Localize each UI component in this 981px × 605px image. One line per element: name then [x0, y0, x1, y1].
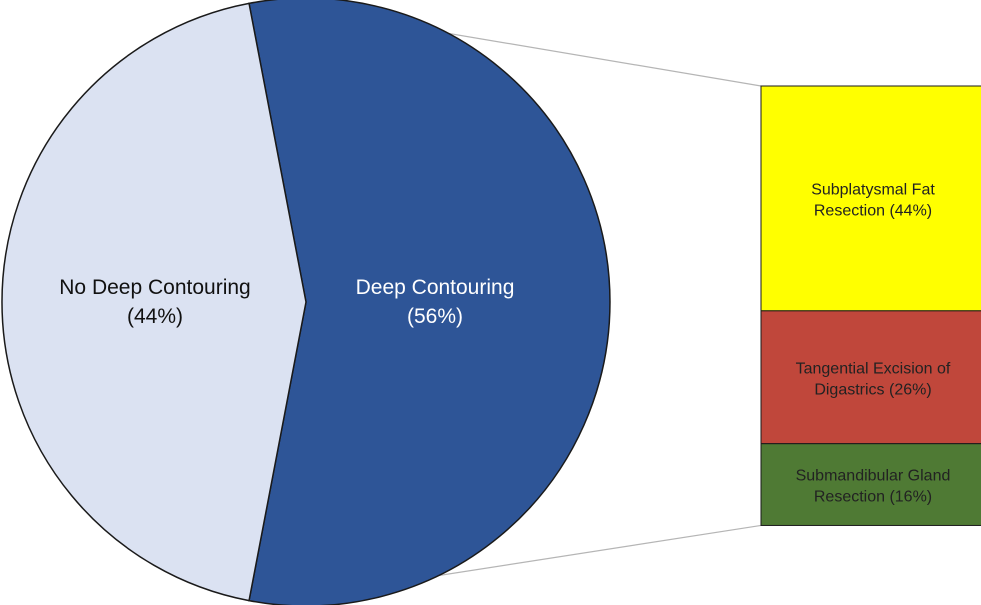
pie-slice-no-deep-contouring — [1, 2, 307, 602]
bar-segment-submandibular-gland — [760, 443, 981, 526]
pie-label-no-deep-contouring: No Deep Contouring (44%) — [59, 276, 250, 328]
bar-segment-subplatysmal-fat — [760, 85, 981, 312]
bar-segment-tangential-excision-of — [760, 310, 981, 445]
pie: Deep Contouring (56%) No Deep Contouring (4… — [1, 0, 611, 605]
pie-slice-deep-contouring — [248, 0, 611, 605]
bar-label-submandibular-gland: Submandibular Gland Resection (16%) — [796, 468, 951, 506]
breakdown-bar: Subplatysmal Fat Resection (44%) Tangentia… — [760, 85, 981, 526]
bar-label-tangential-excision-of: Tangential Excision of Digastrics (26%) — [796, 360, 951, 398]
pie-label-deep-contouring: Deep Contouring (56%) — [356, 276, 515, 328]
bar-label-subplatysmal-fat: Subplatysmal Fat Resection (44%) — [811, 181, 935, 219]
